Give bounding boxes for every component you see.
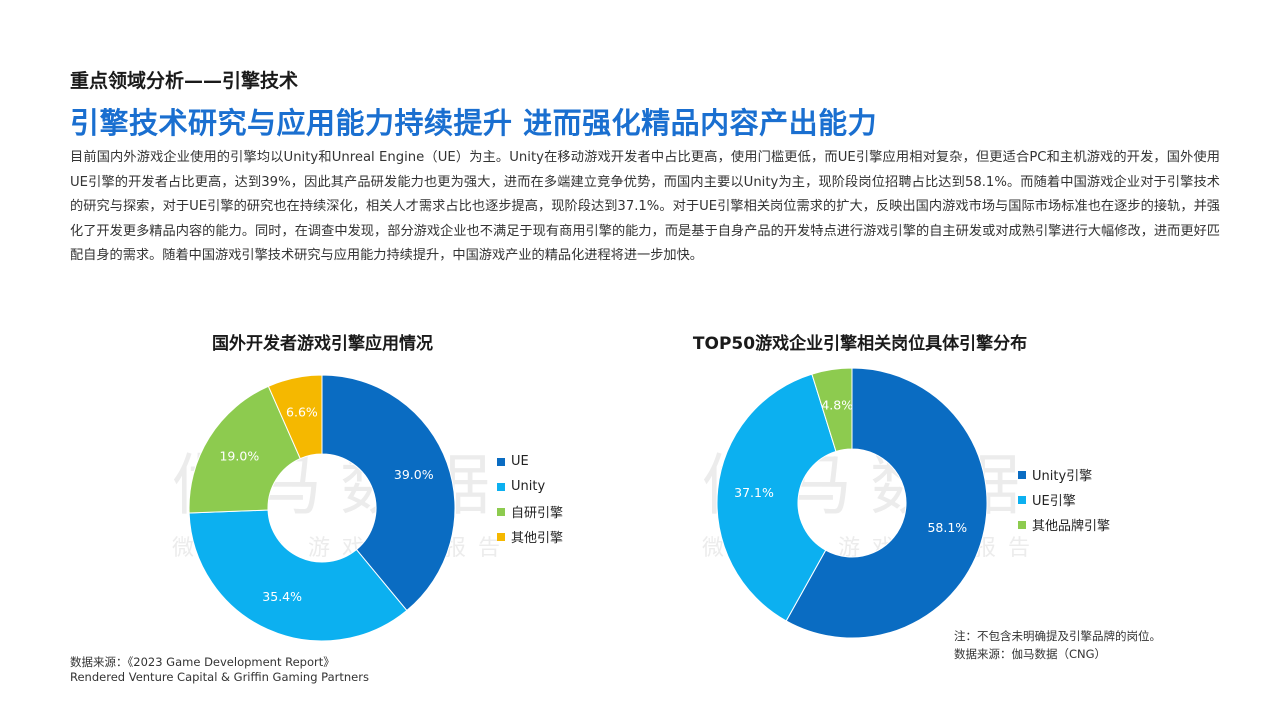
legend-label: UE [511,454,529,469]
source-left-line2: Rendered Venture Capital & Griffin Gamin… [70,670,369,684]
donut-label-0-3: 6.6% [286,405,318,420]
legend-item-ue-engine: UE引擎 [1018,487,1110,512]
legend-item-self: 自研引擎 [497,499,563,524]
legend-swatch [1018,520,1026,529]
donut-slice-0-2 [188,385,301,514]
donut-label-1-0: 58.1% [927,520,967,535]
donut-label-0-2: 19.0% [219,448,259,463]
legend-swatch [1018,470,1026,479]
donut-slice-0-1 [188,509,408,642]
source-left-line1: 数据来源：《2023 Game Development Report》 [70,655,335,669]
legend-swatch [1018,495,1026,504]
chart-title-right: TOP50游戏企业引擎相关岗位具体引擎分布 [692,334,1028,354]
legend-swatch [497,532,505,541]
legend-item-unity-engine: Unity引擎 [1018,462,1110,487]
legend-swatch [497,507,505,516]
legend-item-ue: UE [497,449,563,474]
body-paragraph: 目前国内外游戏企业使用的引擎均以Unity和Unreal Engine（UE）为… [70,150,1220,264]
donut-slice-1-2 [811,367,853,453]
legend-label: 其他引擎 [511,531,564,546]
donut-label-0-1: 35.4% [262,589,302,604]
legend-swatch [497,482,505,491]
source-right: 数据来源：伽马数据（CNG） [954,647,1107,661]
donut-slice-1-1 [716,373,837,622]
donut-slice-0-3 [267,374,323,460]
legend-left: UE Unity 自研引擎 其他引擎 [497,449,563,549]
legend-label: Unity引擎 [1032,469,1093,484]
legend-label: UE引擎 [1032,494,1076,509]
legend-right: Unity引擎 UE引擎 其他品牌引擎 [1018,462,1110,537]
legend-label: 自研引擎 [511,506,564,521]
note-right: 注：不包含未明确提及引擎品牌的岗位。 数据来源：伽马数据（CNG） [954,627,1161,663]
donut-label-0-0: 39.0% [394,467,434,482]
chart-title-left: 国外开发者游戏引擎应用情况 [212,334,433,354]
legend-swatch [497,457,505,466]
legend-item-other-brand: 其他品牌引擎 [1018,512,1110,537]
legend-item-other: 其他引擎 [497,524,563,549]
legend-label: Unity [511,479,546,494]
legend-label: 其他品牌引擎 [1032,519,1111,534]
donut-slice-0-0 [321,374,456,612]
donut-label-1-2: 4.8% [821,398,853,413]
legend-item-unity: Unity [497,474,563,499]
page-title: 引擎技术研究与应用能力持续提升 进而强化精品内容产出能力 [70,106,878,140]
donut-label-1-1: 37.1% [734,485,774,500]
source-left: 数据来源：《2023 Game Development Report》 Rend… [70,655,369,685]
donut-slice-1-0 [785,367,988,639]
section-title: 重点领域分析——引擎技术 [70,70,299,92]
note-right-text: 注：不包含未明确提及引擎品牌的岗位。 [954,629,1161,643]
